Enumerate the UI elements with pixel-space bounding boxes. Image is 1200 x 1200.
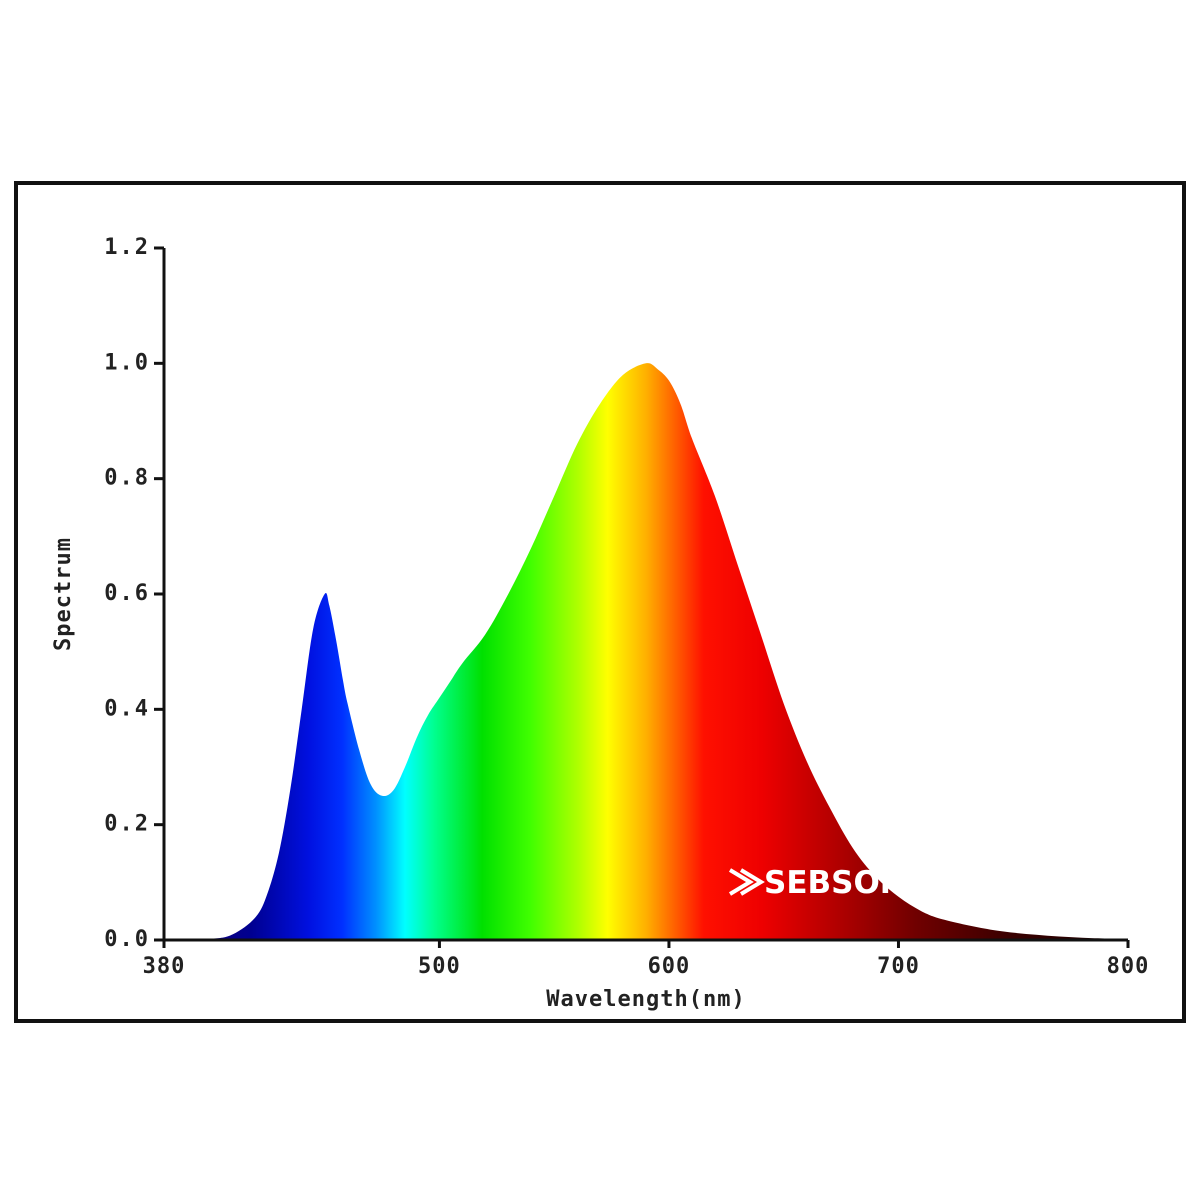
- sebson-logo-text: SEBSON: [764, 865, 906, 901]
- y-tick-label: 1.2: [104, 235, 150, 260]
- x-tick-label: 700: [877, 954, 920, 979]
- y-tick-label: 0.0: [104, 927, 150, 952]
- y-axis-title: Spectrum: [51, 537, 76, 651]
- x-tick-label: 500: [418, 954, 461, 979]
- x-tick-label: 800: [1107, 954, 1150, 979]
- double-chevron-icon: [728, 868, 765, 896]
- spectrum-area: [164, 363, 1128, 940]
- x-tick-label: 380: [143, 954, 186, 979]
- x-axis-ticks: 380 500 600 700 800: [143, 940, 1150, 979]
- y-axis-ticks: 0.0 0.2 0.4 0.6 0.8 1.0 1.2: [104, 235, 164, 952]
- y-tick-label: 0.6: [104, 581, 150, 606]
- x-tick-label: 600: [648, 954, 691, 979]
- y-tick-label: 0.4: [104, 696, 150, 721]
- y-tick-label: 1.0: [104, 350, 150, 375]
- sebson-logo: SEBSON: [728, 865, 906, 901]
- y-tick-label: 0.2: [104, 812, 150, 837]
- y-tick-label: 0.8: [104, 466, 150, 491]
- x-axis-title: Wavelength(nm): [546, 987, 745, 1012]
